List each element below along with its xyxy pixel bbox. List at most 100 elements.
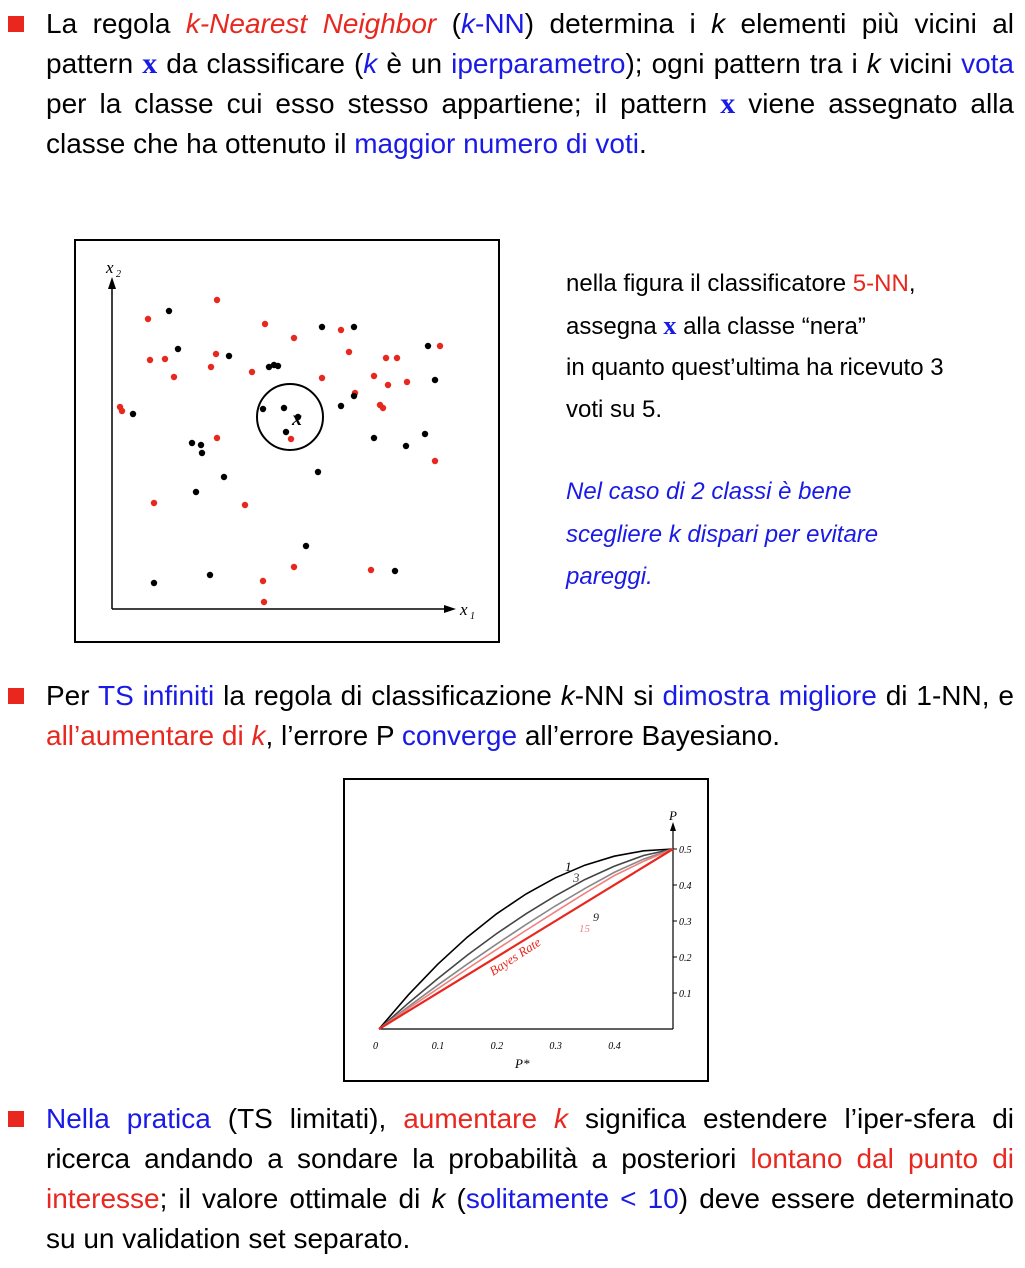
black-point (431, 376, 439, 384)
black-point (318, 323, 326, 331)
term-ts-infiniti: TS infiniti (97, 680, 215, 711)
bullet-marker-2 (8, 688, 24, 704)
text: vicini (880, 48, 962, 79)
var-k: k (866, 48, 881, 79)
var-x: x (720, 87, 736, 120)
var-k: k (251, 720, 266, 751)
red-point (150, 499, 158, 507)
red-point (345, 348, 353, 356)
term-solitamente: solitamente < 10 (465, 1183, 679, 1214)
red-point (146, 356, 154, 364)
text: all’errore Bayesiano. (517, 720, 781, 751)
red-point (290, 563, 298, 571)
note-line-1: Nel caso di 2 classi è bene (566, 478, 852, 505)
bullet-marker-3 (8, 1111, 24, 1127)
var-k: k (431, 1183, 446, 1214)
y-tick-label: 0.3 (679, 917, 692, 928)
figure-explanation: nella figura il classificatore 5-NN, ass… (566, 263, 944, 430)
series-line-3 (378, 848, 674, 1030)
black-point (165, 307, 173, 315)
term-vota: vota (961, 48, 1015, 79)
odd-k-note: Nel caso di 2 classi è bene scegliere k … (566, 471, 878, 599)
var-k: k (711, 8, 726, 39)
red-point (261, 320, 269, 328)
text: , l’errore P (265, 720, 402, 751)
red-point (290, 334, 298, 342)
curve-label-1: 1 (565, 859, 572, 874)
explanation-line-2: assegna x alla classe “nera” (566, 305, 944, 348)
red-point (212, 350, 220, 358)
x-tick-label: 0.2 (491, 1041, 504, 1052)
paragraph-infinite-ts: Per TS infiniti la regola di classificaz… (46, 676, 1014, 756)
text: ; il valore ottimale di (159, 1183, 432, 1214)
curve-label-3: 3 (572, 870, 580, 885)
red-point (144, 315, 152, 323)
text: significa estendere l’iper-sfera di rice… (46, 1103, 1014, 1174)
error-curves-svg: P P* 0 0.1 0.2 0.3 0.4 0.1 0.2 0.3 0.4 0.5 Bayes… (373, 808, 692, 1071)
black-point (421, 430, 429, 438)
series-line-bayes-rate (378, 848, 674, 1030)
red-point (213, 434, 221, 442)
black-point (402, 442, 410, 450)
note-line-2: scegliere k dispari per evitare (566, 520, 879, 548)
note-line-3: pareggi. (566, 563, 653, 590)
series-line-15 (378, 848, 674, 1030)
red-point (259, 577, 267, 585)
text: assegna (566, 312, 664, 340)
y-axis-label: x (105, 258, 114, 277)
series-line-1 (378, 848, 674, 1030)
black-point (424, 342, 432, 350)
text: ) deve essere determinato su un validati… (46, 1183, 1015, 1254)
paragraph-practice: Nella pratica (TS limitati), aumentare k… (46, 1099, 1014, 1259)
explanation-line-1: nella figura il classificatore 5-NN, (566, 263, 944, 305)
bullet-marker-1 (8, 16, 24, 32)
red-point (436, 342, 444, 350)
red-point (431, 457, 439, 465)
var-x: x (663, 310, 677, 340)
red-point (318, 374, 326, 382)
x-tick-label: 0.4 (608, 1041, 621, 1052)
red-point (367, 566, 375, 574)
text: nella figura il classificatore (566, 270, 853, 297)
black-point (337, 402, 345, 410)
red-point (118, 407, 126, 415)
y-axis-label: P (668, 808, 677, 823)
text: per la classe cui esso stesso appartiene… (46, 88, 721, 119)
text: Per (46, 680, 98, 711)
black-point (192, 488, 200, 496)
red-point (170, 373, 178, 381)
red-point (207, 363, 215, 371)
x-axis-label: x (459, 600, 468, 619)
text: la regola di classificazione (214, 680, 561, 711)
red-point (370, 372, 378, 380)
y-axis-arrow (670, 822, 676, 831)
text: (TS limitati), (210, 1103, 404, 1134)
red-point (287, 435, 295, 443)
term-aumentare-k: all’aumentare di (46, 720, 252, 751)
var-k: k (461, 8, 475, 39)
text: viene assegnato alla classe che ha otten… (46, 88, 1014, 159)
black-point (198, 449, 206, 457)
term-nella-pratica: Nella pratica (46, 1103, 211, 1134)
text: ( (436, 8, 461, 39)
black-point (197, 441, 205, 449)
text: ); ogni pattern tra i (625, 48, 867, 79)
series-line-9 (378, 848, 674, 1030)
red-point (379, 404, 387, 412)
term-maggior-numero: maggior numero di voti (354, 128, 640, 159)
term-lontano: lontano dal punto di interesse (46, 1143, 1015, 1214)
red-class-points (116, 296, 444, 606)
term-aumentare: aumentare (403, 1103, 554, 1134)
red-point (393, 354, 401, 362)
black-class-points (129, 307, 439, 587)
red-point (248, 368, 256, 376)
var-k: k (560, 680, 575, 711)
y-tick-label: 0.1 (679, 989, 692, 1000)
black-point (174, 345, 182, 353)
term-knn: k-Nearest Neighbor (185, 8, 437, 39)
text: -NN (475, 8, 525, 39)
black-point (259, 405, 267, 413)
x-tick-label: 0 (373, 1041, 378, 1052)
black-point (225, 352, 233, 360)
curve-label-9: 9 (593, 910, 599, 924)
